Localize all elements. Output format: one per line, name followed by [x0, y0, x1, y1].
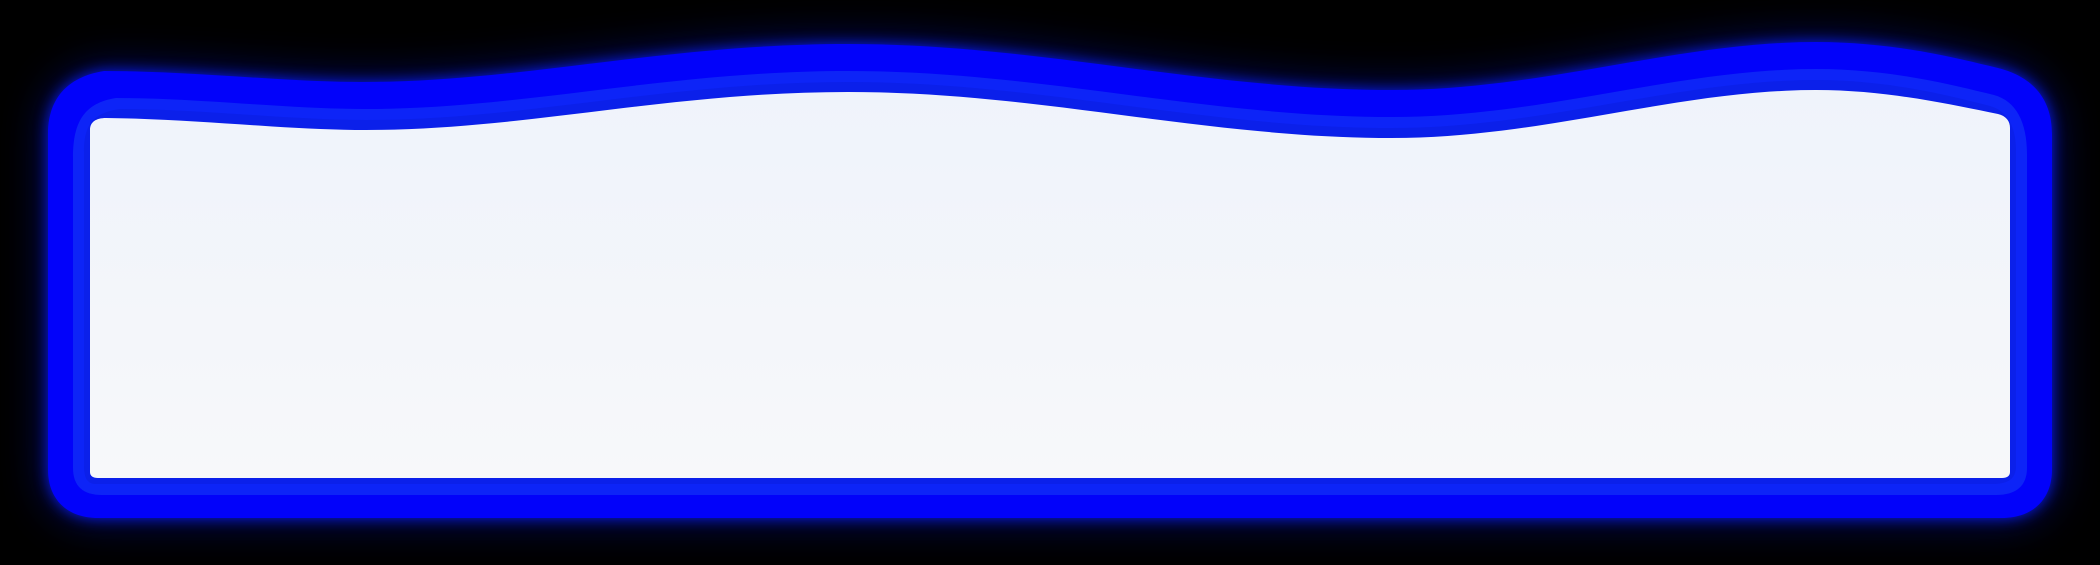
panel-fill [90, 90, 2010, 478]
